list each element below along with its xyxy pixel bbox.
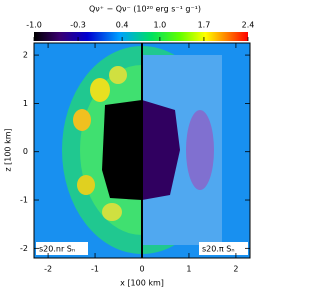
figure: Qν⁺ − Qν⁻ (10²⁰ erg s⁻¹ g⁻¹) s20.nr Sₙ s… bbox=[4, 5, 255, 288]
x-tick-label: 1 bbox=[186, 265, 191, 274]
colorbar-tick-label: 0.4 bbox=[116, 21, 129, 30]
colorbar bbox=[34, 32, 248, 41]
y-tick-label: 2 bbox=[23, 51, 28, 60]
panel-label: s20.π Sₙ bbox=[202, 245, 235, 254]
title: Qν⁺ − Qν⁻ (10²⁰ erg s⁻¹ g⁻¹) bbox=[89, 5, 201, 14]
x-axis-label: x [100 km] bbox=[120, 279, 164, 288]
colorbar-tick-label: -1.0 bbox=[26, 21, 42, 30]
x-tick-label: 0 bbox=[139, 265, 144, 274]
panel-label: s20.nr Sₙ bbox=[39, 245, 75, 254]
label-box bbox=[199, 242, 248, 255]
y-axis-label: z [100 km] bbox=[4, 128, 13, 171]
label-box bbox=[36, 242, 88, 255]
colorbar-tick-label: -0.3 bbox=[70, 21, 86, 30]
y-tick-label: 1 bbox=[23, 99, 28, 108]
x-tick-label: -2 bbox=[44, 265, 52, 274]
colorbar-tick-label: 1.7 bbox=[198, 21, 211, 30]
y-tick-label: -1 bbox=[20, 196, 28, 205]
colorbar-tick-label: 1.0 bbox=[154, 21, 167, 30]
y-tick-label: -2 bbox=[20, 244, 28, 253]
y-tick-label: 0 bbox=[23, 147, 28, 156]
colorbar-tick-label: 2.4 bbox=[242, 21, 255, 30]
x-tick-label: 2 bbox=[233, 265, 238, 274]
x-tick-label: -1 bbox=[91, 265, 99, 274]
